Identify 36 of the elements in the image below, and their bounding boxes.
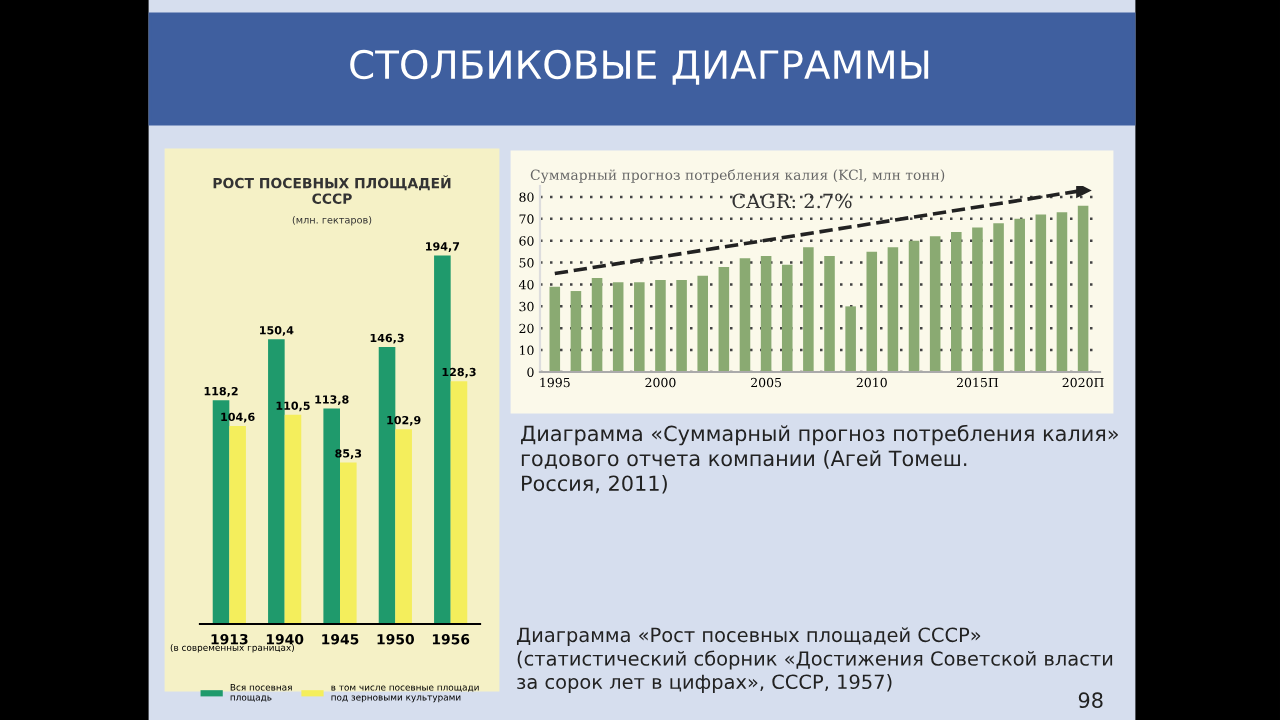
text: Диаграмма «Рост посевных площадей СССР» (статистический сборник «Достижения Советской власти за сорок лет в цифрах», СССР, 1957) — [516, 627, 1113, 693]
text: СТОЛБИКОВЫЕ ДИАГРАММЫ — [350, 49, 929, 85]
bar — [908, 240, 920, 372]
bar — [655, 280, 666, 372]
bar — [760, 256, 772, 372]
bar — [1056, 212, 1068, 372]
bar — [887, 247, 899, 372]
text: Диаграмма «Суммарный прогноз потребления калия» годового отчета компании (Агей Томеш. Россия, 2011) — [521, 424, 1118, 494]
bar — [1035, 214, 1047, 372]
bar — [395, 429, 412, 624]
bar — [676, 280, 687, 372]
bar — [697, 275, 708, 372]
bar — [1077, 205, 1089, 372]
bar — [591, 277, 603, 372]
bar — [549, 286, 561, 372]
bar — [739, 258, 751, 372]
annotation: CAGR: 2.7% — [732, 193, 852, 209]
bar — [634, 282, 645, 372]
bar — [570, 291, 582, 372]
bar — [229, 426, 246, 624]
bar — [845, 306, 856, 372]
text: 98 — [1078, 692, 1103, 709]
bar — [993, 223, 1004, 372]
bar — [929, 236, 941, 372]
bar — [803, 247, 814, 372]
bar — [951, 231, 962, 372]
bar — [284, 414, 302, 624]
bar — [866, 251, 878, 372]
bar — [450, 381, 468, 624]
bar — [718, 266, 730, 372]
bar — [340, 462, 357, 624]
bar — [972, 227, 983, 372]
bar — [781, 264, 793, 372]
bar — [1014, 218, 1025, 372]
bar — [612, 282, 624, 372]
bar — [824, 256, 835, 372]
